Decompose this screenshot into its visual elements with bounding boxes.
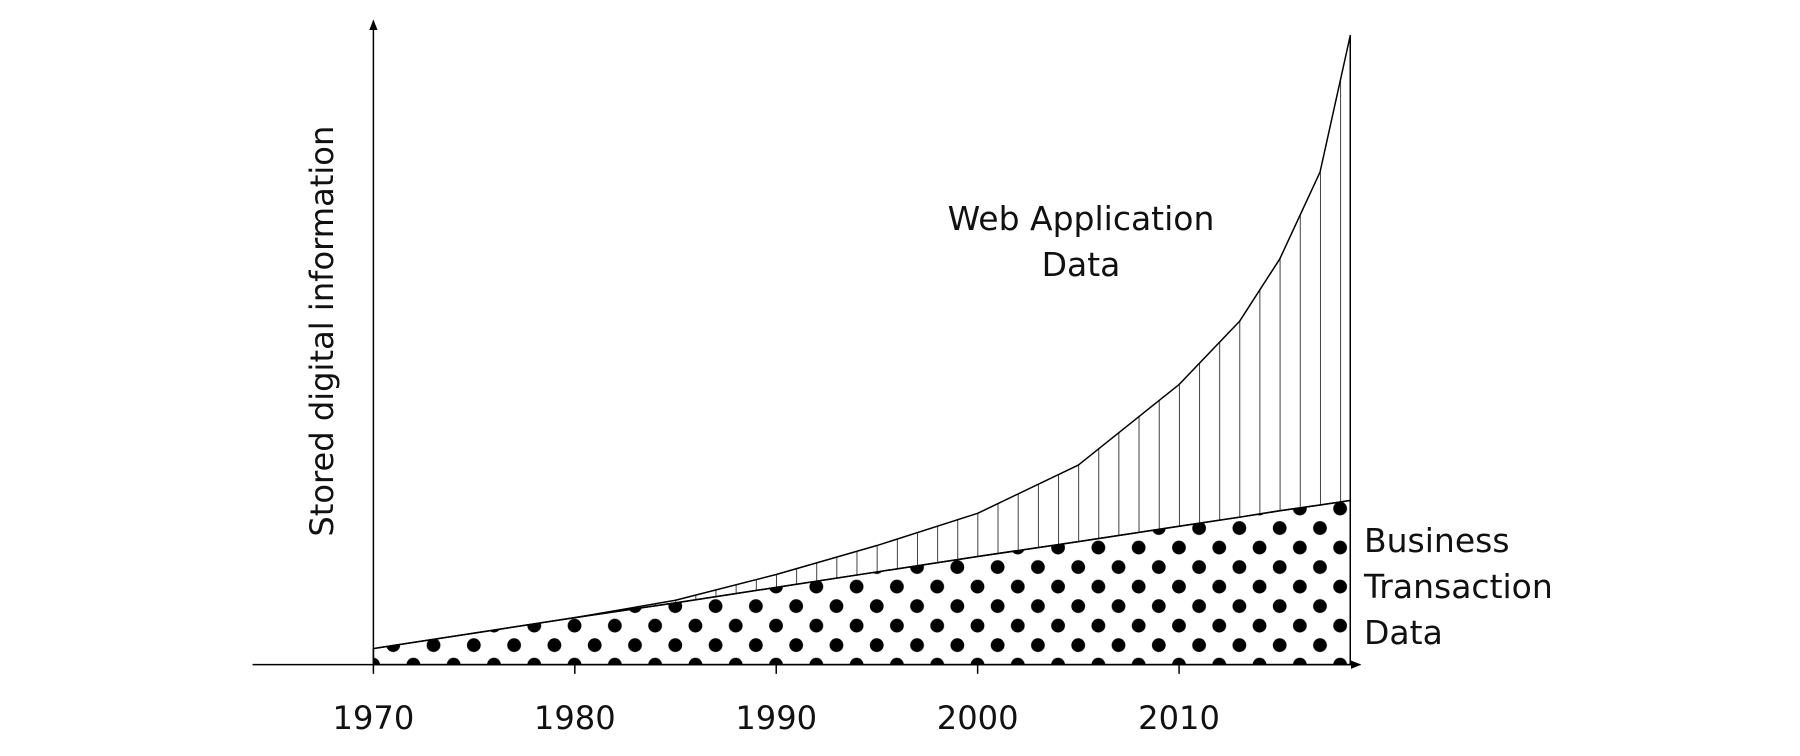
series-label: Web Application Data xyxy=(947,199,1215,284)
area xyxy=(372,499,1352,666)
x-tick-label: 1970 xyxy=(333,699,415,737)
y-axis-label: Stored digital information xyxy=(303,126,341,537)
x-tick-label: 2010 xyxy=(1138,699,1220,737)
area xyxy=(372,34,1352,650)
x-tick-label: 1990 xyxy=(735,699,817,737)
x-tick-label: 2000 xyxy=(937,699,1019,737)
series-label: Business Transaction Data xyxy=(1364,521,1553,652)
x-tick-label: 1980 xyxy=(534,699,616,737)
